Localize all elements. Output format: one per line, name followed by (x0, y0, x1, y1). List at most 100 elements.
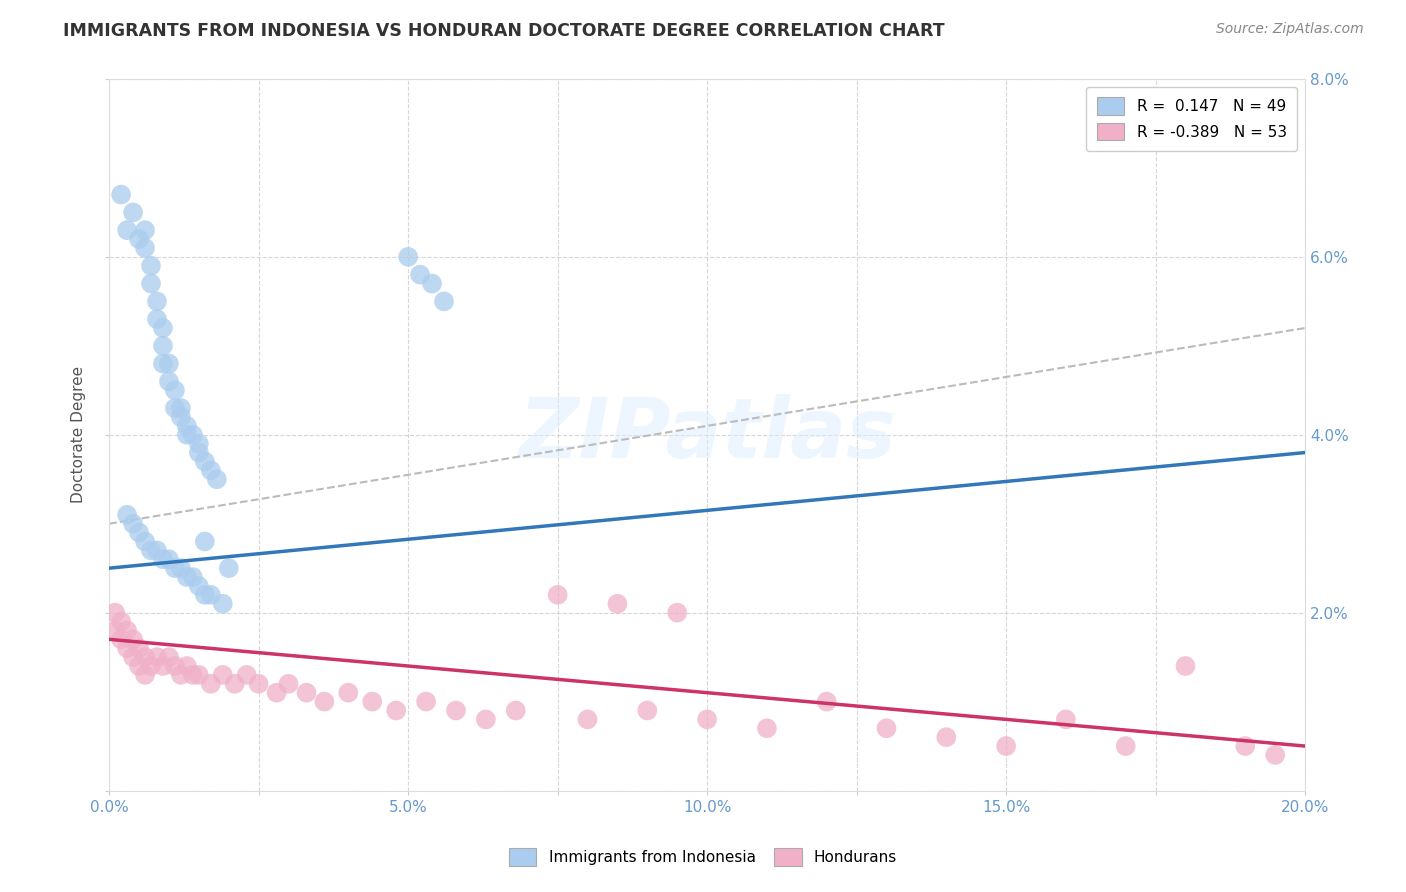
Point (266, 686, 288, 700)
Point (152, 339, 174, 353)
Point (815, 695, 838, 709)
Point (181, 570, 204, 584)
Point (547, 588, 569, 602)
Point (194, 588, 217, 602)
Point (187, 436, 209, 450)
Legend: Immigrants from Indonesia, Hondurans: Immigrants from Indonesia, Hondurans (502, 841, 904, 873)
Point (115, 641, 138, 656)
Point (1264, 747, 1286, 762)
Point (200, 463, 222, 477)
Point (187, 579, 209, 593)
Point (122, 205, 145, 219)
Point (110, 615, 132, 629)
Point (115, 624, 138, 638)
Point (152, 321, 174, 335)
Point (139, 659, 162, 673)
Point (115, 223, 138, 237)
Point (277, 677, 299, 691)
Point (935, 730, 957, 744)
Point (755, 721, 778, 735)
Point (636, 704, 658, 718)
Point (157, 552, 180, 566)
Legend: R =  0.147   N = 49, R = -0.389   N = 53: R = 0.147 N = 49, R = -0.389 N = 53 (1087, 87, 1298, 151)
Point (194, 454, 217, 468)
Point (122, 650, 145, 665)
Point (187, 668, 209, 682)
Point (146, 294, 169, 309)
Point (139, 277, 162, 291)
Point (128, 232, 150, 246)
Point (396, 250, 419, 264)
Point (1174, 659, 1197, 673)
Point (444, 704, 467, 718)
Point (139, 543, 162, 558)
Point (122, 516, 145, 531)
Point (194, 534, 217, 549)
Point (187, 445, 209, 459)
Point (420, 277, 443, 291)
Point (157, 375, 180, 389)
Point (122, 632, 145, 647)
Point (295, 686, 318, 700)
Point (128, 641, 150, 656)
Point (163, 561, 186, 575)
Point (134, 223, 156, 237)
Point (176, 427, 198, 442)
Point (218, 561, 240, 575)
Y-axis label: Doctorate Degree: Doctorate Degree (72, 367, 86, 503)
Point (247, 677, 270, 691)
Point (211, 597, 233, 611)
Point (176, 418, 198, 433)
Point (475, 712, 498, 726)
Point (415, 695, 437, 709)
Point (163, 659, 186, 673)
Point (134, 650, 156, 665)
Point (163, 384, 186, 398)
Point (146, 312, 169, 326)
Point (110, 632, 132, 647)
Point (134, 534, 156, 549)
Point (170, 561, 193, 575)
Point (104, 624, 127, 638)
Point (134, 668, 156, 682)
Point (110, 187, 132, 202)
Point (163, 401, 186, 415)
Point (1115, 739, 1137, 753)
Point (176, 659, 198, 673)
Text: IMMIGRANTS FROM INDONESIA VS HONDURAN DOCTORATE DEGREE CORRELATION CHART: IMMIGRANTS FROM INDONESIA VS HONDURAN DO… (63, 22, 945, 40)
Point (200, 677, 222, 691)
Point (666, 606, 689, 620)
Point (200, 588, 222, 602)
Point (314, 695, 336, 709)
Point (170, 409, 193, 424)
Point (409, 268, 432, 282)
Point (211, 668, 233, 682)
Point (152, 659, 174, 673)
Point (181, 427, 204, 442)
Point (1054, 712, 1077, 726)
Point (385, 704, 408, 718)
Point (128, 525, 150, 540)
Point (181, 668, 204, 682)
Point (235, 668, 257, 682)
Point (606, 597, 628, 611)
Point (134, 241, 156, 255)
Point (157, 357, 180, 371)
Point (995, 739, 1018, 753)
Point (361, 695, 384, 709)
Point (176, 570, 198, 584)
Point (696, 712, 718, 726)
Point (139, 259, 162, 273)
Point (104, 606, 127, 620)
Point (152, 357, 174, 371)
Point (128, 659, 150, 673)
Point (115, 508, 138, 522)
Point (152, 552, 174, 566)
Point (433, 294, 456, 309)
Text: ZIPatlas: ZIPatlas (519, 394, 896, 475)
Point (876, 721, 898, 735)
Point (337, 686, 360, 700)
Point (1234, 739, 1257, 753)
Point (146, 650, 169, 665)
Point (157, 650, 180, 665)
